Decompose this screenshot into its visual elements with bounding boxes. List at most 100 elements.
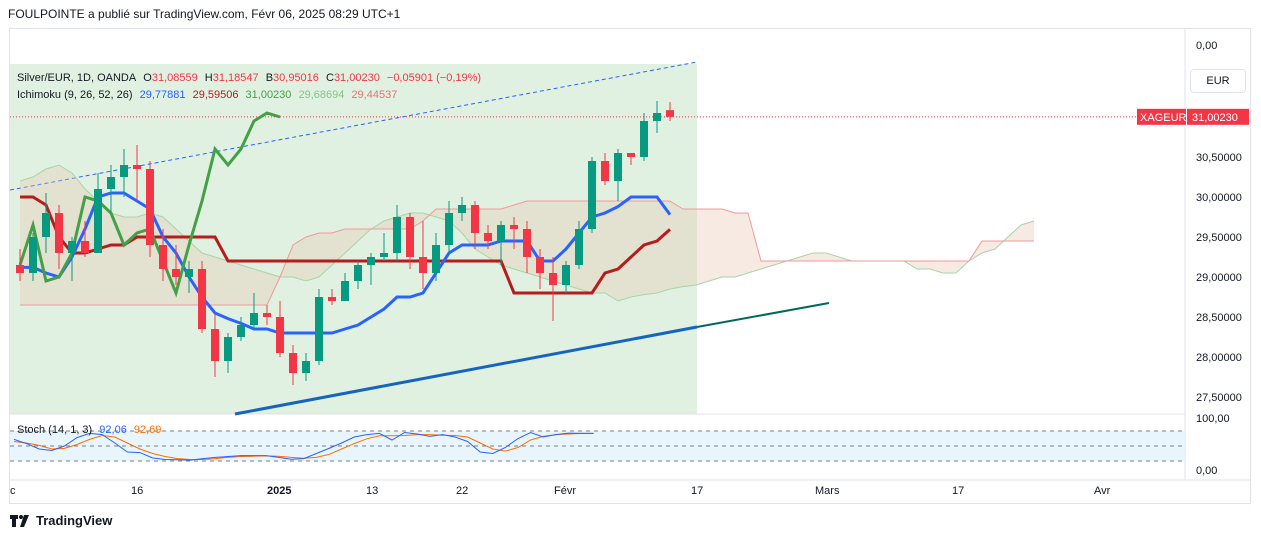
candle-body <box>224 337 232 361</box>
candle-body <box>471 205 479 233</box>
candle <box>601 153 609 185</box>
candle <box>549 257 557 321</box>
candle <box>471 201 479 249</box>
candle <box>627 153 635 165</box>
symbol-legend: Silver/EUR, 1D, OANDA O31,08559 H31,1854… <box>17 72 485 84</box>
price-axis-label: 30,50000 <box>1196 152 1242 164</box>
time-axis-label: c <box>10 485 16 497</box>
candle-body <box>94 189 102 253</box>
candle <box>94 173 102 253</box>
candle <box>237 317 245 341</box>
candle-body <box>523 229 531 257</box>
candle-body <box>120 165 128 177</box>
candle-body <box>562 265 570 285</box>
candle-body <box>614 153 622 181</box>
candle <box>68 237 76 281</box>
candle <box>172 245 180 285</box>
time-axis-label: 17 <box>691 485 703 497</box>
high-value: 31,18547 <box>212 72 259 84</box>
tradingview-logo-icon <box>10 514 29 527</box>
chikou-value: 31,00230 <box>245 89 292 101</box>
candle-body <box>549 273 557 285</box>
close-label: C <box>325 72 334 84</box>
candle <box>29 233 37 281</box>
candle <box>484 225 492 249</box>
footer-brand[interactable]: TradingView <box>10 513 112 528</box>
candle-body <box>484 233 492 241</box>
candle <box>562 261 570 293</box>
close-value: 31,00230 <box>333 72 380 84</box>
trend-line-extension <box>696 302 830 328</box>
candle-body <box>172 269 180 277</box>
candle-body <box>198 269 206 329</box>
candle-body <box>146 169 154 245</box>
candle <box>133 145 141 201</box>
candle <box>16 249 24 281</box>
symbol-tag-bg <box>1137 108 1186 125</box>
low-value: 30,95016 <box>273 72 319 84</box>
candle-body <box>289 353 297 373</box>
candle <box>354 261 362 289</box>
symbol-tag: XAGEUR <box>1140 112 1187 124</box>
candle <box>250 293 258 329</box>
candle-body <box>432 245 440 273</box>
candle-body <box>354 265 362 281</box>
candle <box>458 197 466 221</box>
candle-body <box>393 217 401 253</box>
price-axis-label: 29,00000 <box>1196 272 1242 284</box>
candle-body <box>107 177 115 189</box>
candle <box>159 229 167 281</box>
candle-body <box>185 269 193 277</box>
tenkan-value: 29,77881 <box>139 89 186 101</box>
time-axis-label: Mars <box>815 485 840 497</box>
channel-upper-dashed-line <box>9 61 698 191</box>
candle-body <box>419 257 427 273</box>
price-axis-label: 27,50000 <box>1196 392 1242 404</box>
span-b-value: 29,44537 <box>351 89 398 101</box>
candle <box>445 201 453 253</box>
price-tag-bg <box>1187 108 1249 125</box>
stoch-legend: Stoch (14, 1, 3) 92,06 92,69 <box>17 424 165 436</box>
candle-body <box>68 241 76 253</box>
candle-body <box>497 225 505 241</box>
candle <box>302 353 310 381</box>
kijun-value: 29,59506 <box>192 89 239 101</box>
span-b-line <box>20 200 1034 306</box>
candle <box>185 261 193 293</box>
currency-button[interactable]: EUR <box>1190 69 1246 93</box>
candle-body <box>575 229 583 265</box>
time-axis-label: Févr <box>554 485 576 497</box>
chart-frame <box>9 28 1251 504</box>
candle <box>120 149 128 197</box>
candle-body <box>380 253 388 257</box>
price-axis-label: 28,50000 <box>1196 312 1242 324</box>
candle <box>367 253 375 285</box>
open-value: 31,08559 <box>151 72 198 84</box>
time-axis-label: 16 <box>131 485 143 497</box>
candle <box>55 205 63 269</box>
ichimoku-label[interactable]: Ichimoku (9, 26, 52, 26) <box>17 89 133 101</box>
change-value: −0,05901 (−0,19%) <box>386 72 482 84</box>
symbol-name[interactable]: Silver/EUR, 1D, OANDA <box>17 72 137 84</box>
candle-body <box>55 213 63 253</box>
candle-body <box>458 205 466 213</box>
candle <box>523 221 531 273</box>
price-axis-label: 30,00000 <box>1196 192 1242 204</box>
candle-body <box>237 325 245 337</box>
candle-body <box>627 153 635 157</box>
candle <box>341 273 349 301</box>
candle <box>198 261 206 333</box>
candle <box>289 345 297 385</box>
high-label: H <box>204 72 213 84</box>
candle-body <box>159 245 167 269</box>
candle <box>107 165 115 213</box>
stoch-axis-label: 100,00 <box>1196 413 1230 425</box>
stoch-label[interactable]: Stoch (14, 1, 3) <box>17 424 93 436</box>
candle-body <box>276 317 284 353</box>
candle-body <box>536 257 544 273</box>
open-label: O <box>143 72 152 84</box>
candle <box>263 305 271 325</box>
candle <box>614 149 622 201</box>
candle <box>432 233 440 281</box>
